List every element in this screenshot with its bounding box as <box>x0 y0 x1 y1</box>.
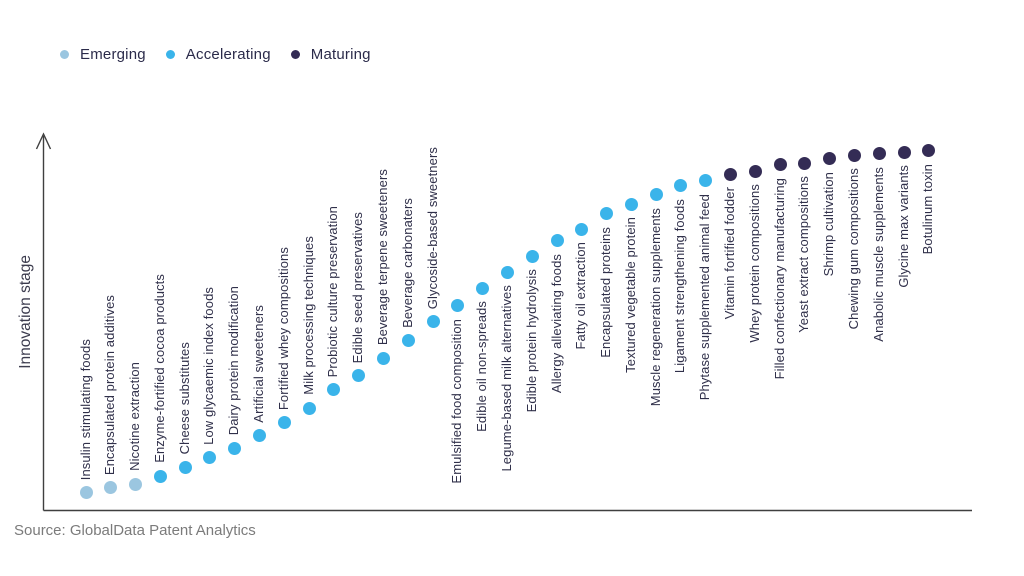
data-point-label: Fatty oil extraction <box>573 242 589 350</box>
data-point-dot <box>748 164 762 178</box>
data-point-dot <box>600 207 614 221</box>
data-point-dot <box>104 481 118 495</box>
data-point-dot <box>401 334 415 348</box>
data-point-label: Legume-based milk alternatives <box>498 285 514 472</box>
data-point-label: Beverage terpene sweeteners <box>374 168 390 345</box>
data-point-dot <box>624 197 638 211</box>
data-point-label: Edible seed preservatives <box>350 211 366 363</box>
data-point-dot <box>798 156 812 170</box>
data-point-dot <box>847 148 861 162</box>
data-point-dot <box>674 179 688 193</box>
data-point-label: Edible oil non-spreads <box>474 301 490 432</box>
data-point-label: Insulin stimulating foods <box>77 338 93 480</box>
data-point-dot <box>773 158 787 172</box>
data-point-dot <box>426 315 440 329</box>
legend-label: Accelerating <box>185 46 271 63</box>
legend-dot-icon <box>290 50 300 59</box>
data-point-label: Vitamin fortified fodder <box>722 187 738 320</box>
data-point-dot <box>352 369 366 383</box>
data-point-dot <box>302 401 316 415</box>
data-point-label: Anabolic muscle supplements <box>870 166 886 342</box>
data-point-label: Probiotic culture preservation <box>325 205 341 377</box>
data-point-dot <box>228 441 242 455</box>
data-point-label: Nicotine extraction <box>127 362 143 472</box>
data-point-label: Whey protein compositions <box>746 184 762 343</box>
data-point-dot <box>724 167 738 181</box>
data-point-label: Textured vegetable protein <box>622 217 638 373</box>
data-point-label: Chewing gum compositions <box>845 168 861 330</box>
data-point-label: Glycoside-based sweetners <box>424 146 440 309</box>
data-point-dot <box>823 152 837 166</box>
data-point-label: Low glycaemic index foods <box>201 287 217 445</box>
data-point-dot <box>203 451 217 465</box>
data-point-dot <box>897 145 911 159</box>
legend-dot-icon <box>165 50 175 59</box>
data-point-label: Yeast extract compositions <box>796 176 812 333</box>
legend-item-accelerating: Accelerating <box>165 46 271 63</box>
data-point-dot <box>500 265 514 279</box>
data-point-label: Cheese substitutes <box>176 342 192 455</box>
data-point-label: Glycine max variants <box>895 165 911 288</box>
data-point-dot <box>79 486 93 500</box>
data-point-label: Milk processing techniques <box>300 236 316 396</box>
data-point-dot <box>476 281 490 295</box>
data-point-label: Dairy protein modification <box>226 285 242 436</box>
data-point-dot <box>699 174 713 188</box>
legend: Emerging Accelerating Maturing <box>60 46 371 63</box>
data-point-label: Allergy alleviating foods <box>548 253 564 394</box>
data-point-label: Phytase supplemented animal feed <box>697 193 713 401</box>
data-point-label: Emulsified food composition <box>449 318 465 484</box>
data-point-dot <box>178 461 192 475</box>
data-point-label: Encapsulated proteins <box>598 226 614 358</box>
data-point-dot <box>277 416 291 430</box>
data-point-label: Artificial sweeteners <box>251 305 267 423</box>
data-point-dot <box>649 188 663 202</box>
legend-label: Emerging <box>80 46 146 63</box>
data-point-label: Muscle regeneration supplements <box>647 207 663 407</box>
data-point-label: Ligament strengthening foods <box>672 198 688 373</box>
y-axis-arrow-icon <box>35 132 52 150</box>
data-point-label: Botulinum toxin <box>920 163 936 255</box>
data-point-dot <box>922 144 936 158</box>
data-point-label: Edible protein hydrolysis <box>523 269 539 413</box>
source-text: Source: GlobalData Patent Analytics <box>14 522 256 539</box>
legend-label: Maturing <box>310 46 371 63</box>
data-point-dot <box>575 222 589 236</box>
legend-dot-icon <box>60 50 69 59</box>
data-point-dot <box>253 429 267 443</box>
data-point-label: Filled confectionary manufacturing <box>771 177 787 380</box>
data-point-dot <box>550 234 564 248</box>
data-point-dot <box>872 147 886 161</box>
data-point-dot <box>451 299 465 313</box>
y-axis-title: Innovation stage <box>17 255 34 369</box>
data-point-dot <box>376 351 390 365</box>
legend-item-emerging: Emerging <box>60 46 146 63</box>
data-point-label: Beverage carbonaters <box>399 197 415 328</box>
data-point-dot <box>327 383 341 397</box>
data-point-label: Enzyme-fortified cocoa products <box>151 274 167 464</box>
legend-item-maturing: Maturing <box>290 46 371 63</box>
data-point-dot <box>525 249 539 263</box>
data-point-label: Shrimp cultivation <box>821 171 837 277</box>
data-point-label: Encapsulated protein additives <box>102 294 118 475</box>
data-point-dot <box>153 469 167 483</box>
data-point-dot <box>129 477 143 491</box>
data-point-label: Fortified whey compositions <box>275 246 291 410</box>
